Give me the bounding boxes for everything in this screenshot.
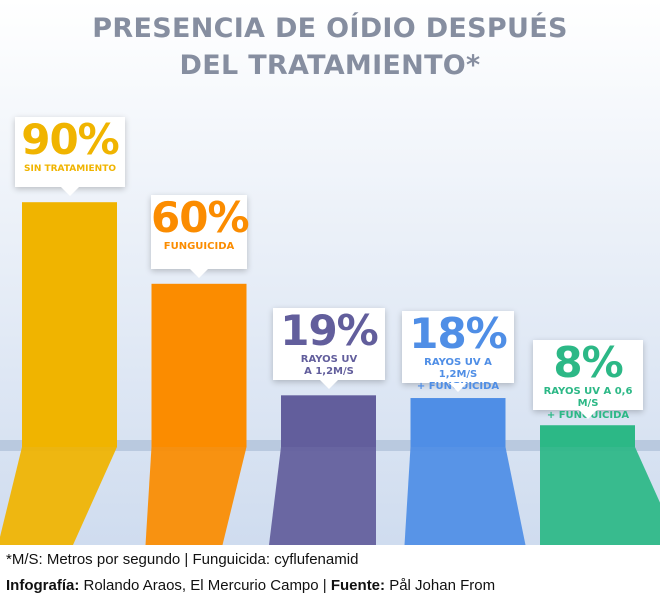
source-text: Pål Johan From	[385, 577, 496, 594]
category-label: RAYOS UV A 1,2M/S	[424, 357, 492, 380]
value-label: 19%	[280, 306, 379, 355]
source-label: Fuente:	[330, 577, 386, 594]
category-label: SIN TRATAMIENTO	[23, 164, 116, 174]
category-label: RAYOS UV A 0,6 M/S	[543, 386, 633, 409]
chart-title-line-1: PRESENCIA DE OÍDIO DESPUÉS	[92, 13, 568, 44]
credits: Infografía: Rolando Araos, El Mercurio C…	[6, 577, 495, 594]
bar-3	[281, 395, 376, 447]
bar-2	[151, 283, 247, 447]
category-label: FUNGUICIDA	[163, 241, 235, 252]
bar-floor-1	[0, 447, 117, 545]
credit-text: Rolando Araos, El Mercurio Campo |	[79, 577, 331, 594]
value-label: 60%	[151, 193, 250, 242]
bar-1	[22, 202, 117, 447]
bar-floor-4	[404, 447, 526, 545]
bar-floor-5	[540, 447, 660, 545]
value-callout-1: 90% SIN TRATAMIENTO	[15, 115, 125, 196]
value-callout-3: 19% RAYOS UV A 1,2M/S	[273, 306, 385, 389]
bar-floor-2	[145, 447, 247, 545]
chart-title-line-2: DEL TRATAMIENTO*	[179, 50, 481, 81]
bar-4	[410, 398, 506, 447]
value-label: 90%	[21, 115, 120, 164]
category-label: RAYOS UV	[300, 354, 358, 365]
value-label: 18%	[409, 309, 508, 358]
value-label: 8%	[553, 338, 623, 387]
chart-title: PRESENCIA DE OÍDIO DESPUÉS DEL TRATAMIEN…	[60, 10, 600, 84]
bar-chart	[0, 0, 660, 545]
value-callout-2: 60% FUNGUICIDA	[151, 193, 250, 278]
footnote: *M/S: Metros por segundo | Funguicida: c…	[6, 551, 359, 568]
bar-floor-3	[269, 447, 376, 545]
category-label: + FUNGUICIDA	[546, 410, 630, 421]
infographic: PRESENCIA DE OÍDIO DESPUÉS DEL TRATAMIEN…	[0, 0, 660, 545]
value-callout-4: 18% RAYOS UV A 1,2M/S + FUNGUICIDA	[402, 309, 514, 392]
category-label: A 1,2M/S	[304, 366, 354, 377]
category-label: + FUNGUICIDA	[416, 381, 500, 392]
credit-label: Infografía:	[6, 577, 80, 594]
value-callout-5: 8% RAYOS UV A 0,6 M/S + FUNGUICIDA	[533, 338, 643, 421]
bar-5	[540, 425, 635, 447]
